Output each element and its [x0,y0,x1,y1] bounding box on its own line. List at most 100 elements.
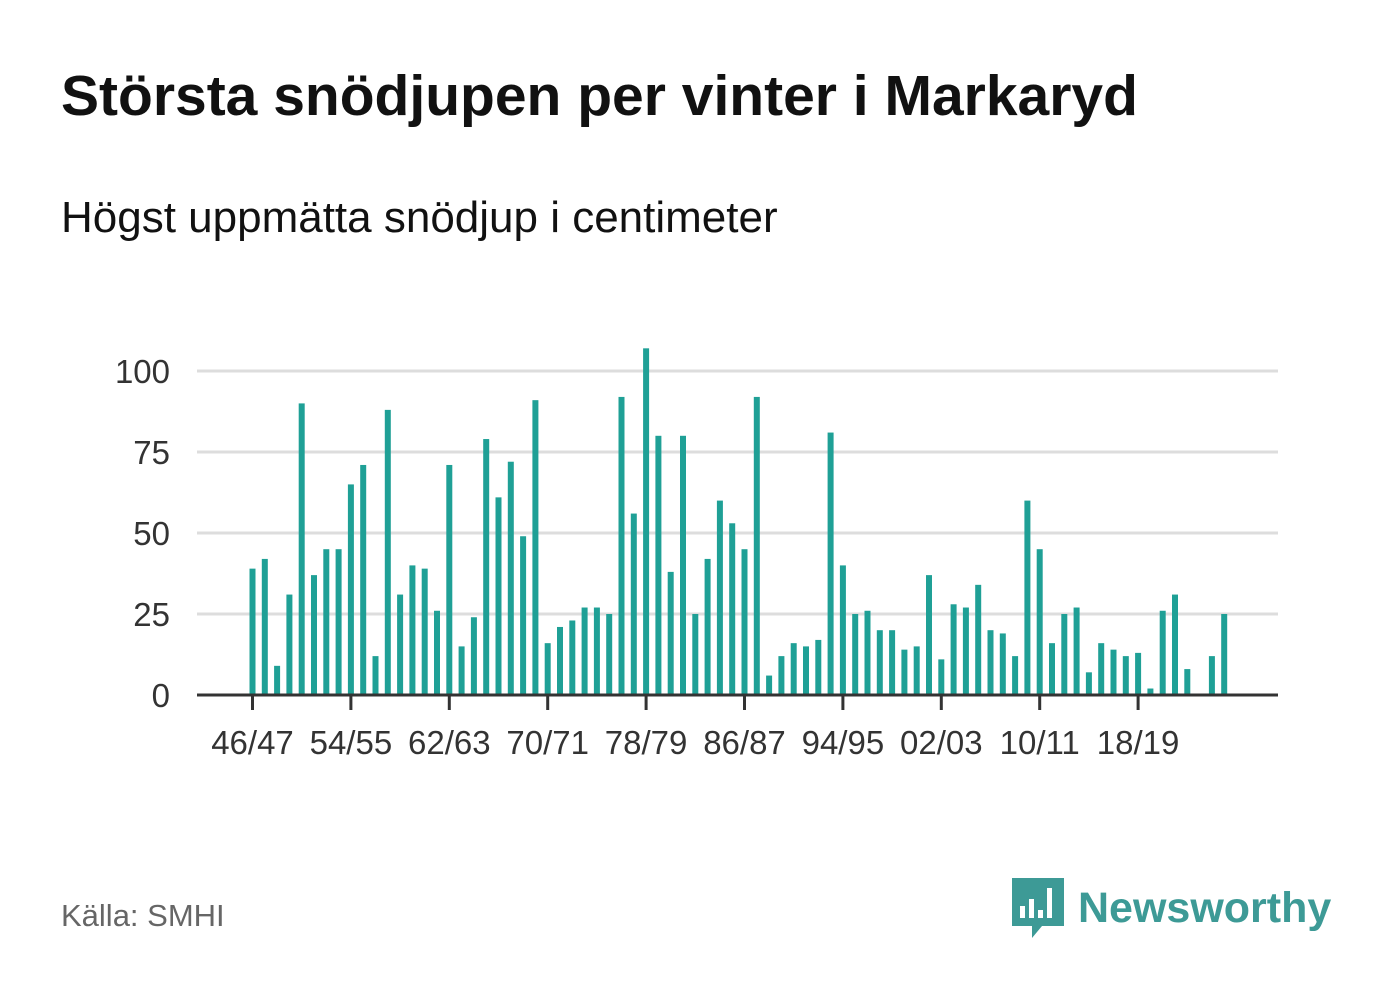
chart-subtitle: Högst uppmätta snödjup i centimeter [61,193,778,242]
grid-lines [197,369,1278,616]
bar [852,614,859,695]
y-tick-label: 0 [152,677,170,714]
bar [434,610,440,695]
bar [716,500,723,695]
x-tick-label: 70/71 [506,724,589,761]
bar [803,646,809,695]
bar [507,461,514,695]
bar [680,435,686,695]
bar [790,643,797,695]
bar [1184,669,1191,695]
bar [1098,643,1105,695]
bar [630,513,637,695]
bar [470,617,477,695]
bar [864,610,871,695]
bar [815,639,822,695]
bar [446,464,453,695]
x-tick-label: 02/03 [900,724,983,761]
bars [249,348,1228,695]
bar [298,403,305,695]
bar [1208,656,1215,695]
source-note: Källa: SMHI [61,898,225,933]
bar [827,432,834,695]
bar [1147,688,1154,695]
bar [901,649,908,695]
bar [1159,610,1166,695]
bar [655,435,662,695]
brand-name: Newsworthy [1078,883,1332,932]
bar [409,565,416,695]
bar [593,607,600,695]
bar [495,497,502,695]
x-tick-label: 78/79 [605,724,688,761]
bar [950,604,957,695]
bar [1110,649,1117,695]
bar [999,633,1006,695]
bar [261,558,268,695]
bar [335,549,342,695]
bar [483,439,490,695]
bar [581,607,588,695]
bar [1024,500,1031,695]
x-tick-label: 46/47 [211,724,294,761]
bar [729,523,736,695]
bar [667,571,674,695]
bar [1073,607,1080,695]
brand-logo: Newsworthy [1010,876,1331,940]
bar [557,626,563,695]
bar [520,536,527,695]
y-tick-label: 25 [133,596,170,633]
bar [1012,656,1019,695]
bar [1049,643,1055,695]
bar [938,659,945,695]
bar [839,565,846,695]
x-tick-label: 10/11 [1000,724,1080,761]
x-tick-label: 86/87 [703,724,786,761]
axes [197,693,1278,710]
bar [1122,656,1129,695]
bar [913,646,920,695]
bar [249,568,256,695]
x-tick-label: 94/95 [802,724,885,761]
bar [926,575,932,695]
bar [876,630,883,695]
bar [643,348,650,695]
bar [1036,549,1043,695]
bar [421,568,428,695]
bar [704,558,711,695]
bar [532,400,539,695]
bar [384,409,391,695]
bar [692,614,699,695]
x-tick-label: 18/19 [1097,724,1180,761]
bar [360,464,367,695]
y-tick-label: 75 [133,434,170,471]
chart-title: Största snödjupen per vinter i Markaryd [61,64,1138,128]
y-tick-label: 50 [133,515,170,552]
bar [1221,614,1228,695]
x-tick-label: 62/63 [408,724,491,761]
bar [766,675,773,695]
bar [458,646,465,695]
bar [544,643,551,695]
bar [347,484,354,695]
bar [372,656,379,695]
y-tick-label: 100 [115,353,170,390]
bar [618,396,625,695]
bar [1172,594,1178,695]
bar [1085,672,1092,695]
bar [962,607,969,695]
bar [975,584,982,695]
bar [778,656,785,695]
bar [311,575,317,695]
x-tick-label: 54/55 [310,724,393,761]
bar [274,665,281,695]
bar [323,549,330,695]
bar [741,549,748,695]
bar [987,630,994,695]
bar [1061,614,1068,695]
bar [286,594,293,695]
tick-labels: 0 25 50 75 100 46/47 54/55 62/63 70/71 78/79 86/87… [115,353,1179,761]
bar [753,396,760,695]
bar [606,614,613,695]
